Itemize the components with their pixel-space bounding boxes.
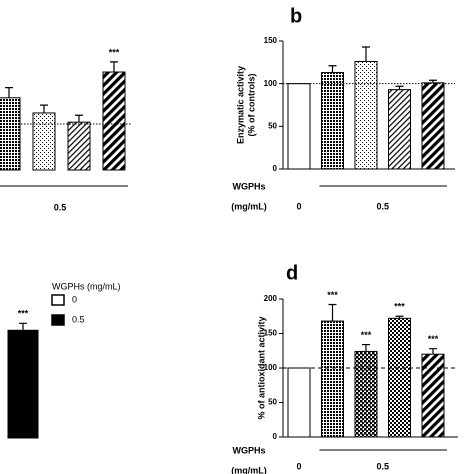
y-axis-label: (% of controls) <box>246 74 256 137</box>
panel-label: d <box>286 262 298 284</box>
error-bar <box>110 61 118 73</box>
bar <box>354 60 378 170</box>
legend-label: 0.5 <box>72 314 85 324</box>
error-bar <box>5 87 13 98</box>
significance: *** <box>428 334 439 344</box>
legend-label: 0 <box>72 294 77 304</box>
legend-swatch <box>51 314 65 326</box>
y-tick-label: 0 <box>273 164 278 173</box>
y-tick-label: 50 <box>268 398 277 407</box>
error-bar <box>328 303 337 322</box>
significance: *** <box>109 47 120 57</box>
y-tick-label: 150 <box>264 329 278 338</box>
group-label: 0 <box>296 461 301 471</box>
x-axis-label: (mg/mL) <box>231 201 267 211</box>
bar <box>421 82 445 170</box>
bar <box>0 97 21 171</box>
bar <box>388 89 411 170</box>
error-bar <box>40 104 48 113</box>
significance: *** <box>327 290 338 300</box>
bar <box>321 72 344 170</box>
x-axis-label: WGPHs <box>232 445 265 455</box>
bar <box>67 121 91 171</box>
y-tick-label: 150 <box>264 36 278 45</box>
x-axis-label: WGPHs <box>232 181 265 191</box>
group-label: 0.5 <box>376 461 389 471</box>
error-bar <box>395 315 404 319</box>
error-bar <box>395 85 404 90</box>
error-bar <box>362 343 370 352</box>
group-label: 0.5 <box>376 201 389 211</box>
group-label: 0 <box>296 201 301 211</box>
y-tick-label: 100 <box>264 79 278 88</box>
error-bar <box>328 65 337 73</box>
significance: *** <box>361 330 372 340</box>
bar <box>32 112 56 171</box>
error-bar <box>429 348 437 355</box>
bar <box>388 317 411 438</box>
significance: *** <box>394 302 405 312</box>
error-bar <box>19 322 27 331</box>
bar <box>354 350 378 438</box>
y-axis-label: Enzymatic activity <box>235 66 245 144</box>
bar <box>321 320 344 438</box>
bar <box>102 71 126 171</box>
bar <box>287 367 311 438</box>
error-bar <box>429 79 437 83</box>
y-axis-label: % of antioxidant activity <box>256 316 266 419</box>
error-bar <box>75 114 83 123</box>
y-tick-label: 50 <box>268 121 277 130</box>
bar <box>421 353 445 438</box>
y-tick-label: 0 <box>273 432 278 441</box>
bar <box>7 329 39 439</box>
panel-label: b <box>290 5 302 27</box>
significance: *** <box>18 309 29 319</box>
group-label: 0.5 <box>54 202 67 212</box>
legend-swatch <box>51 294 65 306</box>
x-axis-label: (mg/mL) <box>231 465 267 474</box>
error-bar <box>362 46 370 62</box>
bar <box>287 83 311 170</box>
y-tick-label: 200 <box>264 294 278 303</box>
y-tick-label: 100 <box>264 363 278 372</box>
legend-title: WGPHs (mg/mL) <box>52 281 121 291</box>
